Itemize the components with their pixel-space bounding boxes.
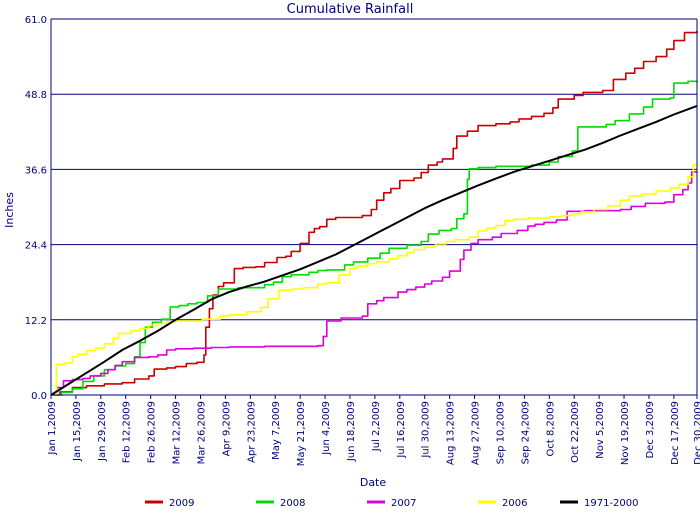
x-tick-label: Apr 9,2009 [221,401,232,456]
series-line-2008 [51,80,698,396]
x-tick-label: Dec 17,2009 [670,401,681,465]
legend-label: 2009 [169,498,194,509]
y-tick-label: 12.2 [25,316,47,327]
x-tick-label: Sep 10,2009 [496,401,507,464]
x-tick-label: Apr 23,2009 [246,401,257,463]
x-tick-label: Jan 29,2009 [97,401,108,462]
legend-label: 2008 [280,498,305,509]
chart-title: Cumulative Rainfall [287,2,414,17]
series-line-2009 [51,30,698,396]
x-tick-label: Dec 3,2009 [645,401,656,459]
x-tick-label: Dec 30,2009 [693,401,700,465]
legend-item-1971-2000: 1971-2000 [560,498,639,509]
x-tick-label: Jul 16,2009 [396,401,407,459]
legend: 2009 2008 2007 2006 1971-2000 [145,498,639,509]
y-tick-label: 24.4 [25,241,47,252]
x-tick-label: May 21,2009 [296,401,307,466]
x-tick-label: Oct 22,2009 [570,401,581,463]
x-tick-label: May 7,2009 [271,401,282,460]
series-line-2007 [51,171,698,396]
x-tick-label: Nov 19,2009 [620,401,631,465]
y-tick-label: 61.0 [25,15,47,26]
x-tick-label: Jan 15,2009 [72,401,83,462]
x-tick-label: Jan 1,2009 [47,401,58,456]
legend-label: 2006 [502,498,527,509]
series-lines [50,30,698,396]
x-tick-label: Jul 30,2009 [421,401,432,459]
y-tick-labels: 0.0 12.2 24.4 36.6 48.8 61.0 [25,15,47,402]
axes [50,18,698,396]
x-tick-label: Aug 13,2009 [446,401,457,465]
series-line-1971-2000 [50,104,698,396]
legend-item-2008: 2008 [256,498,305,509]
legend-item-2006: 2006 [478,498,527,509]
x-tick-label: Jun 4,2009 [321,401,332,456]
x-tick-label: Oct 8,2009 [545,401,556,456]
x-tick-labels: Jan 1,2009 Jan 15,2009 Jan 29,2009 Feb 12,2… [47,395,700,466]
y-tick-label: 0.0 [31,391,47,402]
x-tick-label: Mar 12,2009 [172,401,183,464]
legend-label: 1971-2000 [584,498,639,509]
x-tick-label: Aug 27,2009 [471,401,482,465]
x-tick-label: Nov 5,2009 [595,401,606,459]
grid-lines [51,93,697,321]
y-axis-label: Inches [3,192,16,228]
x-tick-label: Feb 26,2009 [147,401,158,463]
x-tick-label: Jun 18,2009 [346,401,357,462]
x-axis-label: Date [360,476,387,489]
y-tick-label: 36.6 [25,165,47,176]
legend-label: 2007 [391,498,416,509]
x-tick-label: Feb 12,2009 [122,401,133,463]
legend-item-2007: 2007 [367,498,416,509]
series-line-2006 [51,163,697,396]
y-tick-label: 48.8 [25,90,47,101]
x-tick-label: Sep 24,2009 [520,401,531,464]
x-tick-label: Jul 2,2009 [371,401,382,452]
legend-item-2009: 2009 [145,498,194,509]
x-tick-label: Mar 26,2009 [197,401,208,464]
